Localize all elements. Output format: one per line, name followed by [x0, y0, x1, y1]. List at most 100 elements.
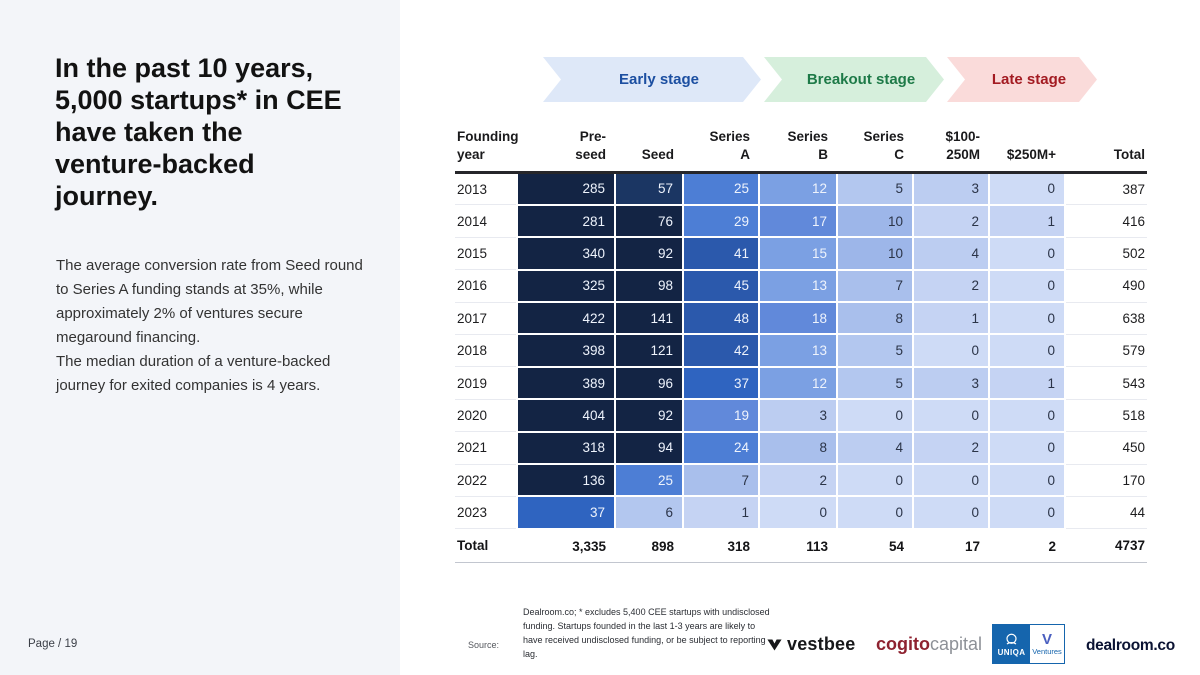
value-cell: 5 [836, 171, 914, 206]
table-row: 2017 422 141 48 18 8 1 0 638 [455, 301, 1147, 336]
value-cell: 141 [614, 301, 684, 336]
value-cell: 17 [758, 203, 838, 239]
column-header: Series B [759, 128, 837, 174]
value-cell: 281 [516, 203, 616, 239]
row-total-cell: 44 [1065, 496, 1147, 530]
value-cell: 4 [836, 430, 914, 466]
column-header: Founding year [455, 128, 518, 174]
column-total-cell: 318 [683, 528, 759, 564]
column-header: $100- 250M [913, 128, 989, 174]
table-row: 2013 285 57 25 12 5 3 0 387 [455, 171, 1147, 206]
row-total-cell: 543 [1065, 366, 1147, 400]
value-cell: 0 [912, 333, 990, 368]
table-row: 2021 318 94 24 8 4 2 0 450 [455, 430, 1147, 466]
table-total-row: Total 3,335 898 318 113 54 17 2 4737 [455, 528, 1147, 564]
stage-late: Late stage [947, 57, 1097, 102]
funding-heatmap-table: Founding year Pre- seed Seed Series A Series… [455, 128, 1147, 564]
value-cell: 12 [758, 171, 838, 206]
value-cell: 13 [758, 268, 838, 304]
stage-arrows: Early stage Breakout stage Late stage [543, 57, 1097, 102]
uniqa-ventures-logo: UNIQA V Ventures [992, 624, 1065, 664]
value-cell: 0 [988, 236, 1066, 271]
value-cell: 5 [836, 333, 914, 368]
table-row: 2014 281 76 29 17 10 2 1 416 [455, 203, 1147, 239]
value-cell: 45 [682, 268, 760, 304]
year-cell: 2020 [455, 399, 517, 433]
value-cell: 29 [682, 203, 760, 239]
column-header: Series A [683, 128, 759, 174]
value-cell: 2 [912, 203, 990, 239]
column-header: Series C [837, 128, 913, 174]
value-cell: 15 [758, 236, 838, 271]
column-total-cell: 54 [837, 528, 913, 564]
value-cell: 2 [912, 430, 990, 466]
table-row: 2022 136 25 7 2 0 0 0 170 [455, 463, 1147, 498]
value-cell: 41 [682, 236, 760, 271]
value-cell: 2 [758, 463, 838, 498]
year-cell: 2013 [455, 172, 517, 206]
capital-label: capital [930, 634, 983, 654]
value-cell: 1 [912, 301, 990, 336]
value-cell: 18 [758, 301, 838, 336]
value-cell: 37 [516, 495, 616, 530]
table-body: 2013 285 57 25 12 5 3 0 387 2014 281 76 29 17 10 2 1 416 2… [455, 171, 1147, 564]
value-cell: 0 [988, 171, 1066, 206]
vestbee-y-icon [767, 639, 782, 651]
value-cell: 98 [614, 268, 684, 304]
stage-breakout-label: Breakout stage [806, 71, 916, 88]
value-cell: 0 [988, 268, 1066, 304]
left-panel: In the past 10 years, 5,000 startups* in… [0, 0, 400, 675]
year-cell: 2017 [455, 302, 517, 335]
row-total-cell: 170 [1065, 464, 1147, 497]
value-cell: 7 [836, 268, 914, 304]
value-cell: 0 [988, 430, 1066, 466]
value-cell: 10 [836, 203, 914, 239]
value-cell: 13 [758, 333, 838, 368]
value-cell: 25 [614, 463, 684, 498]
column-header: $250M+ [989, 128, 1065, 174]
value-cell: 0 [988, 333, 1066, 368]
value-cell: 3 [912, 171, 990, 206]
value-cell: 25 [682, 171, 760, 206]
ventures-block: V Ventures [1030, 625, 1064, 663]
value-cell: 422 [516, 301, 616, 336]
value-cell: 318 [516, 430, 616, 466]
value-cell: 24 [682, 430, 760, 466]
dealroom-logo: dealroom.co [1086, 637, 1175, 654]
value-cell: 121 [614, 333, 684, 368]
value-cell: 7 [682, 463, 760, 498]
value-cell: 42 [682, 333, 760, 368]
value-cell: 10 [836, 236, 914, 271]
value-cell: 12 [758, 365, 838, 401]
cogito-capital-logo: cogitocapital [876, 634, 982, 655]
value-cell: 0 [836, 398, 914, 433]
value-cell: 1 [988, 365, 1066, 401]
column-total-cell: 17 [913, 528, 989, 564]
row-total-cell: 638 [1065, 302, 1147, 335]
stage-early-label: Early stage [618, 71, 700, 88]
value-cell: 0 [758, 495, 838, 530]
value-cell: 404 [516, 398, 616, 433]
year-cell: 2015 [455, 237, 517, 271]
value-cell: 398 [516, 333, 616, 368]
table-row: 2015 340 92 41 15 10 4 0 502 [455, 236, 1147, 271]
ventures-v-icon: V [1041, 630, 1052, 648]
value-cell: 325 [516, 268, 616, 304]
vestbee-logo: vestbee [766, 634, 855, 655]
row-total-cell: 490 [1065, 269, 1147, 303]
value-cell: 285 [516, 171, 616, 206]
value-cell: 1 [682, 495, 760, 530]
table-header-row: Founding year Pre- seed Seed Series A Series… [455, 128, 1147, 174]
value-cell: 8 [758, 430, 838, 466]
table-row: 2018 398 121 42 13 5 0 0 579 [455, 333, 1147, 368]
row-total-cell: 450 [1065, 431, 1147, 465]
page-number: Page / 19 [28, 638, 78, 650]
value-cell: 4 [912, 236, 990, 271]
value-cell: 48 [682, 301, 760, 336]
stage-early: Early stage [543, 57, 761, 102]
value-cell: 0 [912, 398, 990, 433]
vestbee-label: vestbee [787, 634, 856, 654]
value-cell: 0 [988, 398, 1066, 433]
table-row: 2016 325 98 45 13 7 2 0 490 [455, 268, 1147, 304]
slide-body-paragraph-1: The average conversion rate from Seed ro… [56, 257, 363, 346]
